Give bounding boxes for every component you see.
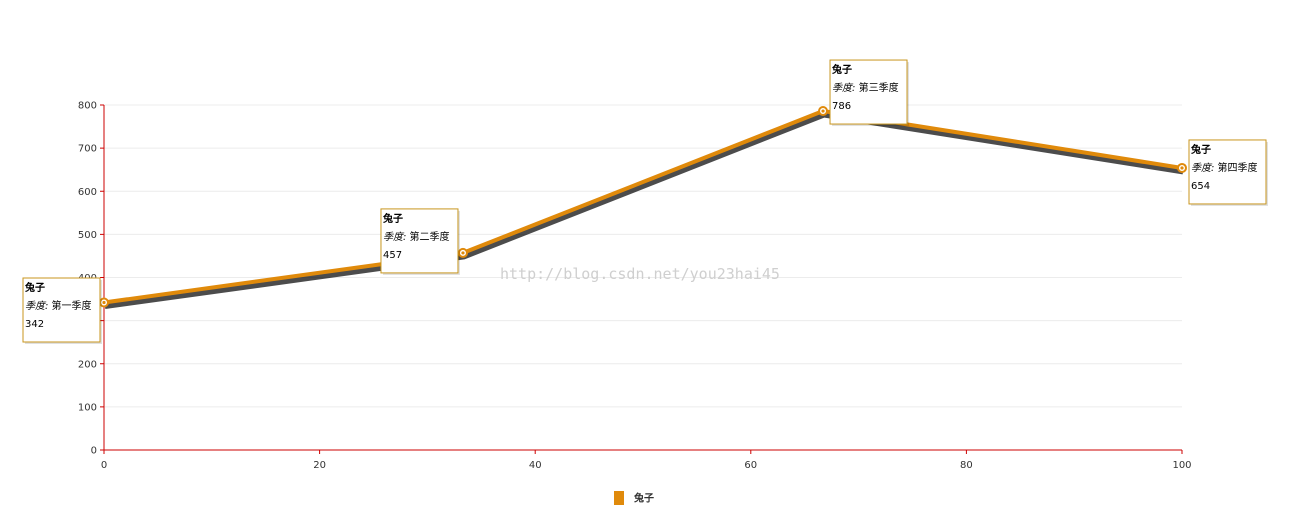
x-tick-label: 40 <box>529 460 542 471</box>
y-tick-label: 0 <box>91 446 97 457</box>
tooltip-value: 342 <box>25 319 44 330</box>
tooltip-category: 季度: 第三季度 <box>832 81 899 94</box>
tooltip-box <box>22 277 101 343</box>
data-point-center <box>102 300 106 305</box>
series-line-shadow <box>104 112 1184 309</box>
legend-label: 兔子 <box>633 492 654 505</box>
data-point-center <box>821 109 825 113</box>
y-tick-label: 700 <box>78 144 97 155</box>
tooltip-series-name: 兔子 <box>831 63 852 76</box>
tooltip-box <box>829 59 908 125</box>
y-tick-label: 100 <box>78 402 97 413</box>
x-tick-label: 0 <box>101 460 107 471</box>
legend-swatch <box>614 491 624 505</box>
x-axis: 0 20 40 60 80 100 <box>101 449 1192 471</box>
x-tick-label: 80 <box>960 460 973 471</box>
tooltip-value: 457 <box>383 250 402 261</box>
tooltip-series-name: 兔子 <box>24 281 45 294</box>
series-group <box>99 106 1187 309</box>
data-point-center <box>461 251 465 255</box>
data-point-center <box>1180 166 1184 170</box>
tooltip-value: 786 <box>832 101 851 112</box>
x-tick-label: 20 <box>313 460 326 471</box>
watermark-text: http://blog.csdn.net/you23hai45 <box>500 265 780 283</box>
tooltip-category: 季度: 第四季度 <box>1191 161 1258 174</box>
tooltip-series-name: 兔子 <box>1190 143 1211 156</box>
x-tick-label: 60 <box>744 460 757 471</box>
y-tick-label: 800 <box>78 101 97 112</box>
tooltip-series-name: 兔子 <box>382 212 403 225</box>
tooltip-box <box>1188 139 1267 205</box>
y-tick-label: 600 <box>78 187 97 198</box>
y-tick-label: 200 <box>78 359 97 370</box>
tooltip-box <box>380 208 459 274</box>
series-line <box>103 109 1183 305</box>
tooltip-category: 季度: 第二季度 <box>383 230 450 243</box>
gridlines <box>104 104 1182 408</box>
tooltip-value: 654 <box>1191 181 1210 192</box>
x-tick-label: 100 <box>1172 460 1191 471</box>
y-tick-label: 500 <box>78 230 97 241</box>
tooltip-category: 季度: 第一季度 <box>25 299 92 312</box>
legend[interactable]: 兔子 <box>614 491 654 505</box>
